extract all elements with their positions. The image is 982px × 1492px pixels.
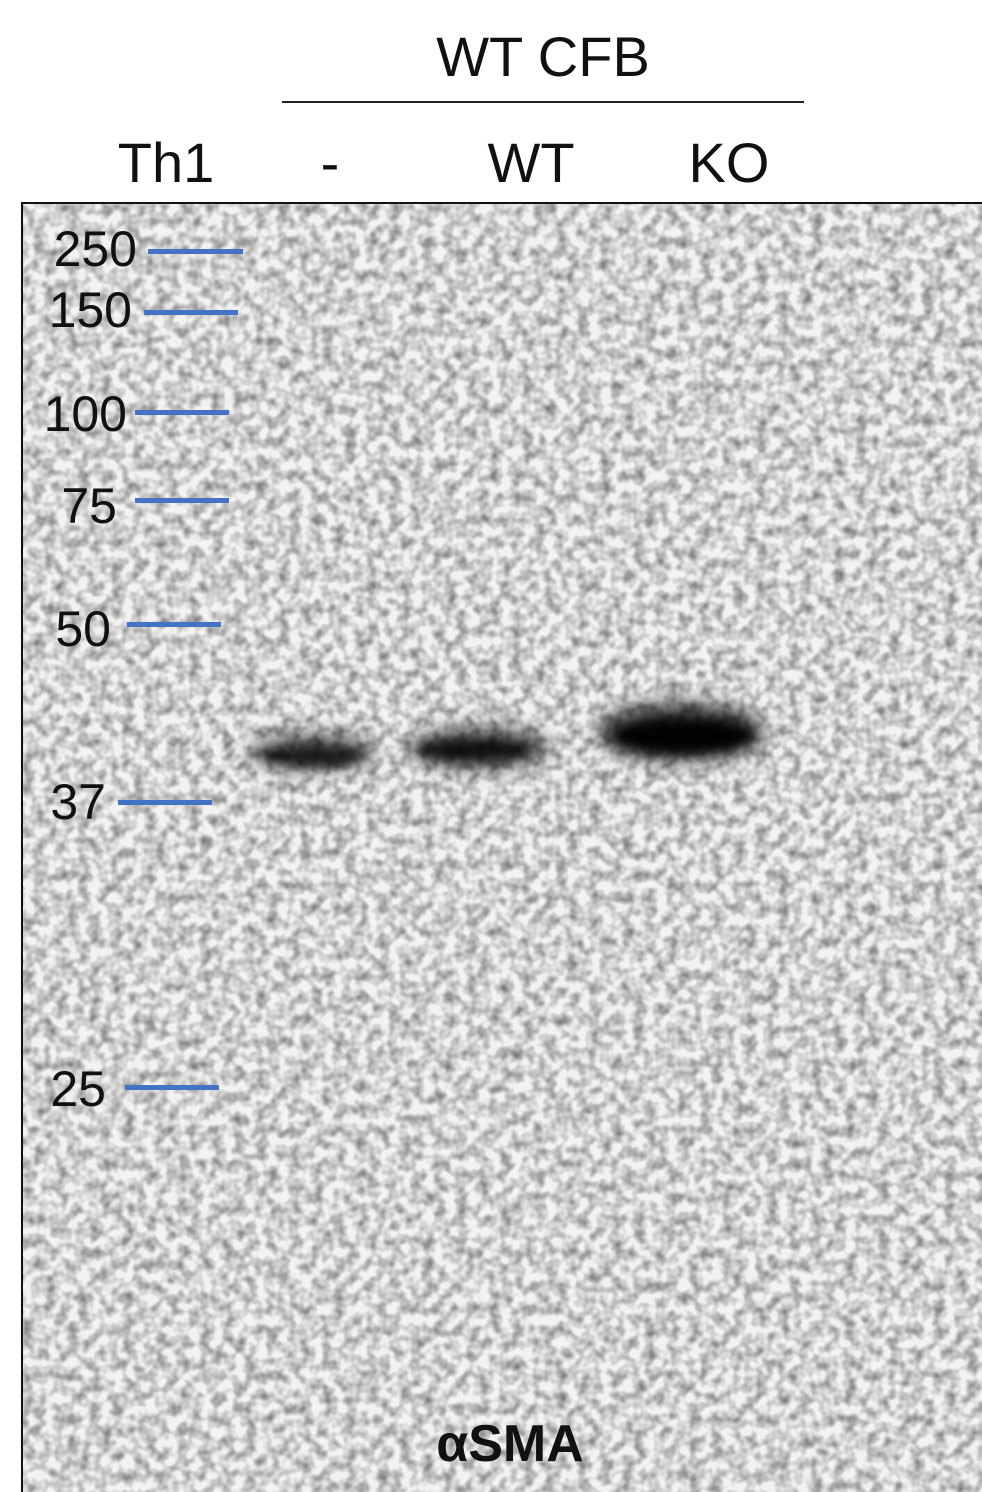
marker-label-100: 100	[43, 386, 127, 442]
group-underline	[282, 101, 804, 103]
blot-texture	[23, 204, 982, 1492]
marker-tick-37	[118, 800, 212, 805]
lane-label-wt: WT	[487, 131, 575, 194]
marker-label-250: 250	[53, 221, 137, 277]
band-wt	[407, 726, 551, 770]
marker-tick-75	[135, 498, 229, 503]
antibody-label: αSMA	[436, 1415, 584, 1473]
group-label: WT CFB	[436, 25, 650, 88]
marker-label-75: 75	[61, 478, 117, 534]
marker-label-37: 37	[50, 774, 106, 830]
marker-label-50: 50	[55, 601, 111, 657]
marker-tick-100	[135, 410, 229, 415]
marker-tick-250	[148, 249, 243, 254]
marker-tick-25	[125, 1085, 219, 1090]
marker-tick-50	[127, 622, 221, 627]
marker-tick-150	[144, 310, 238, 315]
lane-label-ko: KO	[688, 131, 770, 194]
band-ko	[597, 702, 765, 762]
marker-label-150: 150	[48, 282, 132, 338]
lane-label-untreated: -	[320, 131, 340, 194]
marker-label-25: 25	[50, 1061, 106, 1117]
lane-label-th1: Th1	[117, 131, 215, 194]
blot-image: 250 150 100 75 50 37 25	[21, 202, 982, 1492]
band-untreated	[249, 732, 377, 772]
